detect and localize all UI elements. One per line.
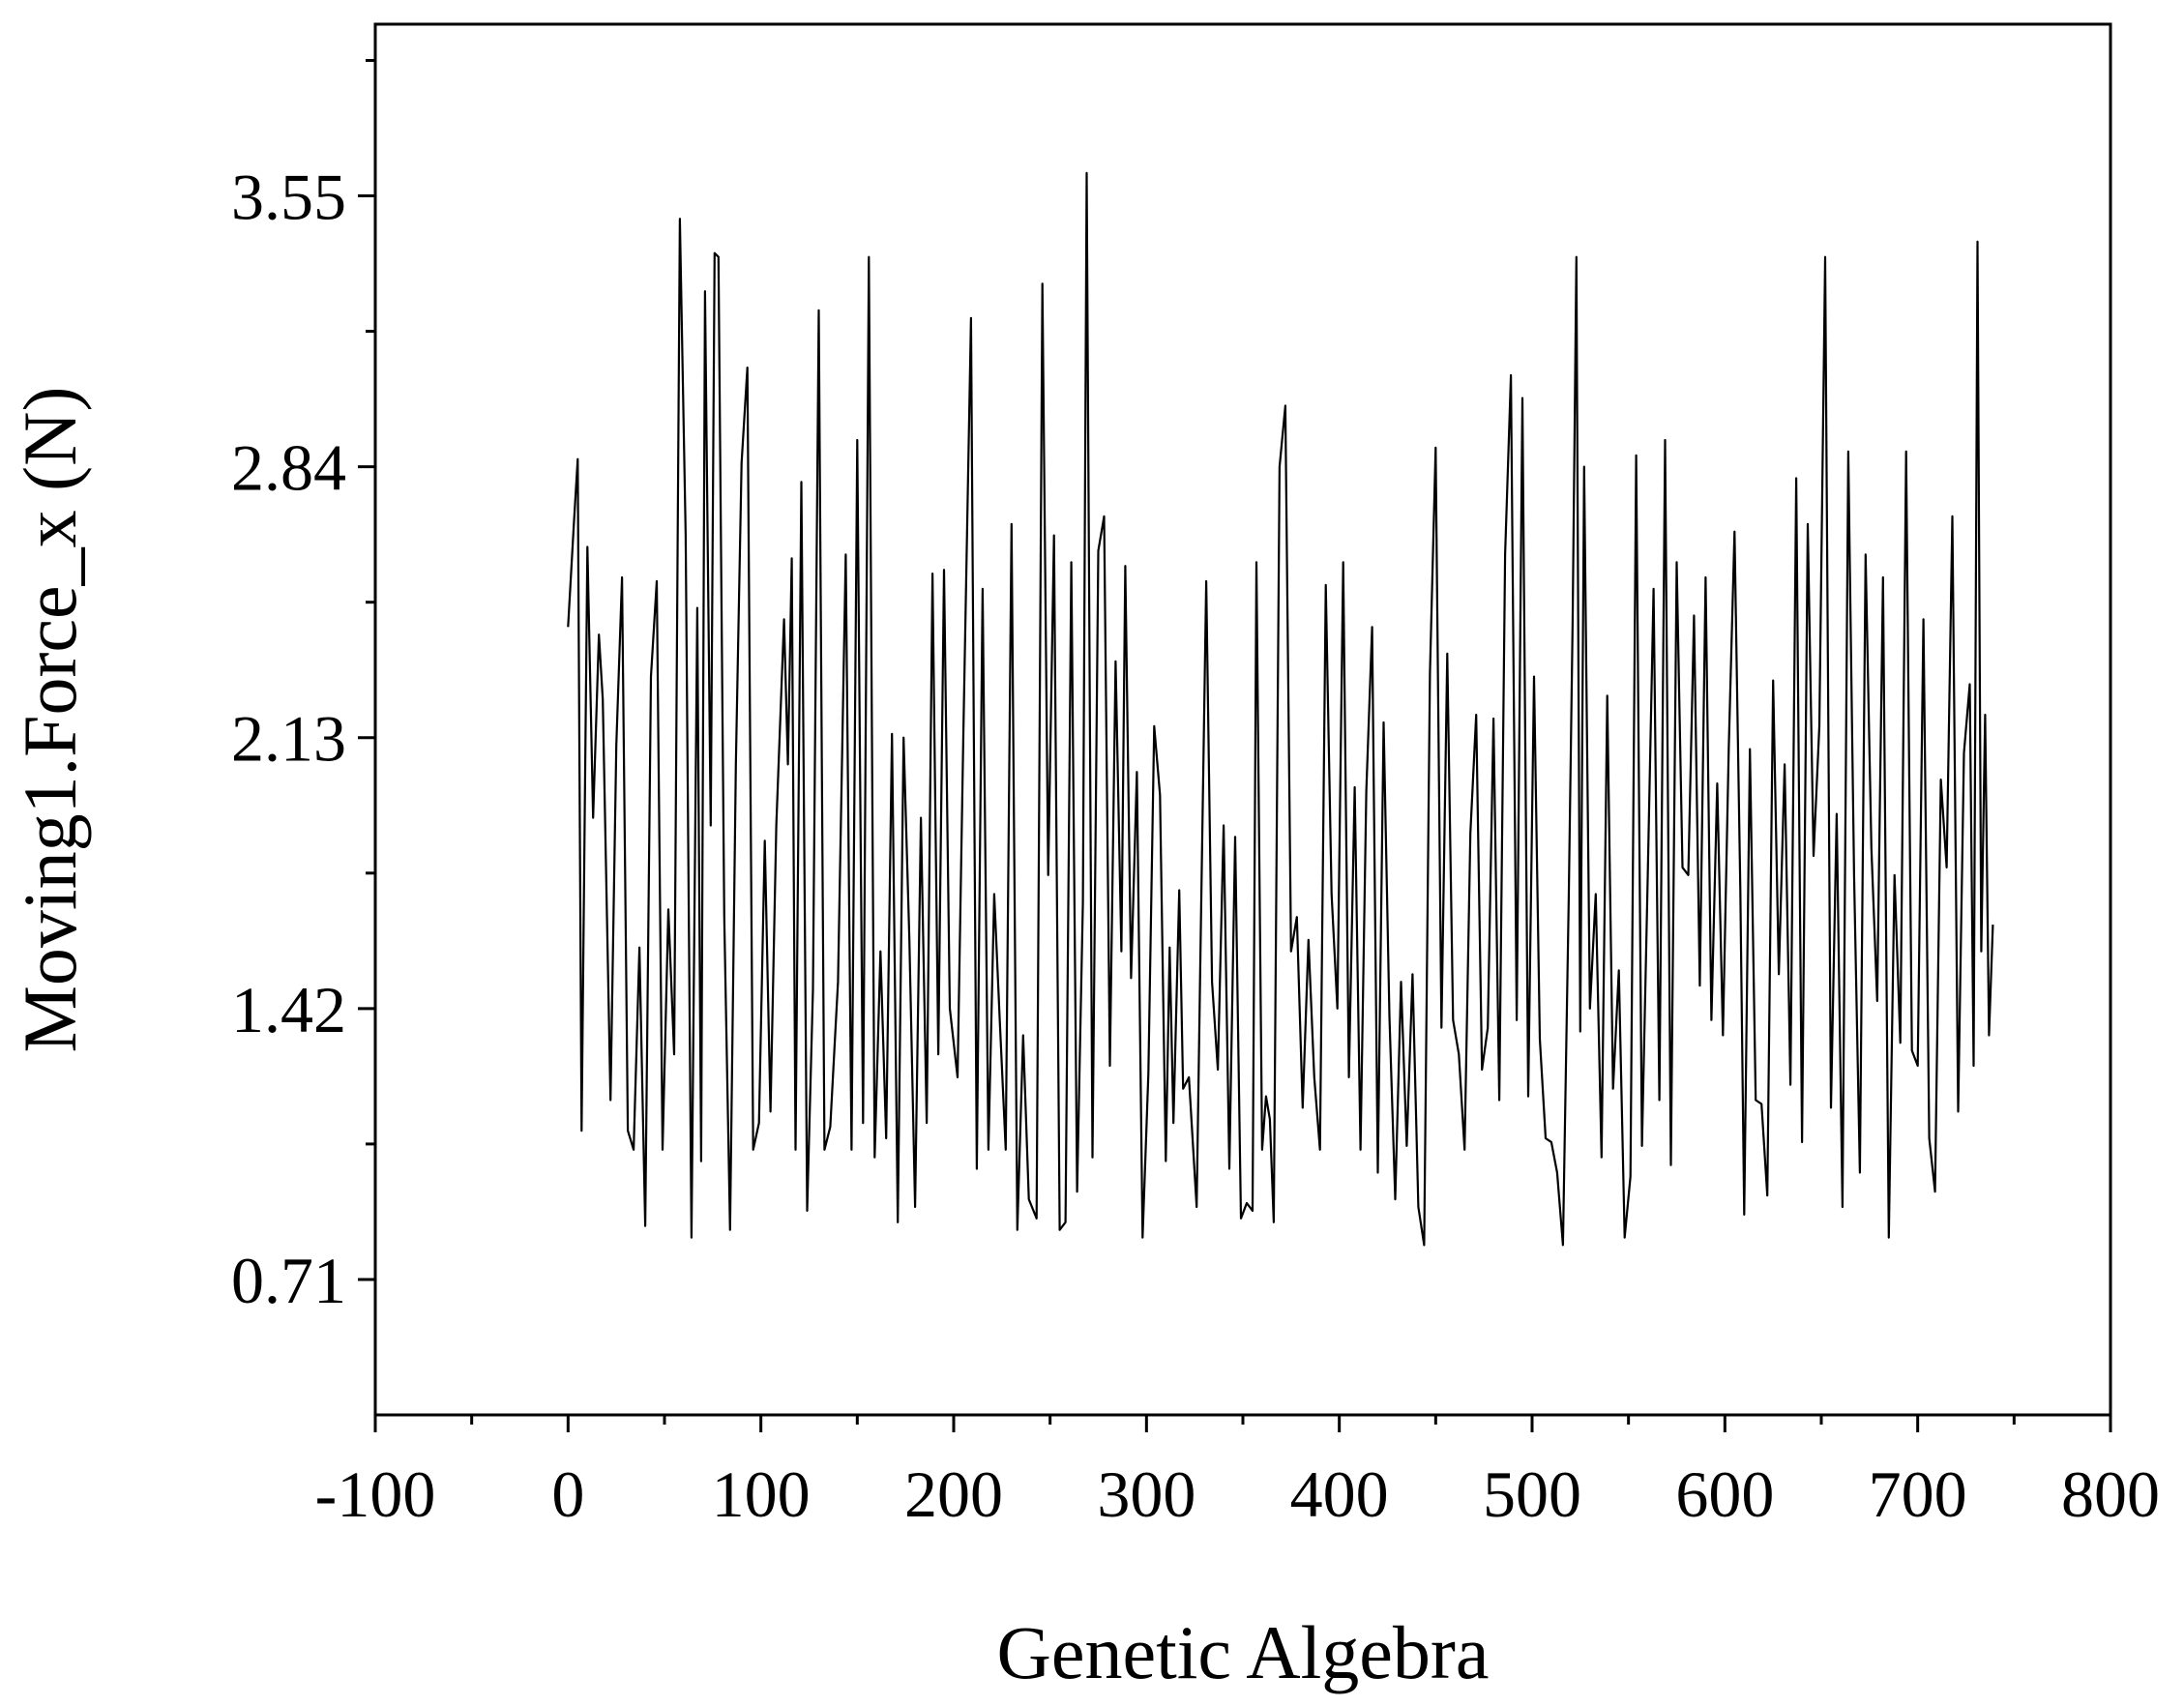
y-tick-label: 0.71 <box>231 1244 346 1317</box>
y-axis: 0.71 1.42 2.13 2.84 3.55 <box>231 58 375 1317</box>
y-tick-label: 1.42 <box>231 973 346 1046</box>
x-axis-title: Genetic Algebra <box>997 1610 1490 1694</box>
x-tick-label: 200 <box>904 1457 1003 1531</box>
x-tick-label: 700 <box>1869 1457 1967 1531</box>
y-tick-label: 3.55 <box>231 161 346 234</box>
x-tick-label: 0 <box>551 1457 584 1531</box>
y-tick-label: 2.13 <box>231 702 346 776</box>
x-tick-label: 300 <box>1097 1457 1195 1531</box>
plot-frame <box>373 22 2112 1417</box>
x-tick-label: 100 <box>712 1457 811 1531</box>
x-tick-label: 600 <box>1675 1457 1774 1531</box>
x-tick-label: 500 <box>1483 1457 1581 1531</box>
x-axis: -100 0 100 200 300 400 500 600 700 800 <box>315 1415 2160 1531</box>
x-tick-label: -100 <box>315 1457 436 1531</box>
series-line <box>567 171 1994 1247</box>
x-tick-label: 400 <box>1290 1457 1389 1531</box>
y-axis-title: Moving1.Force_x (N) <box>8 387 92 1053</box>
y-tick-label: 2.84 <box>231 431 346 505</box>
x-tick-label: 800 <box>2061 1457 2160 1531</box>
